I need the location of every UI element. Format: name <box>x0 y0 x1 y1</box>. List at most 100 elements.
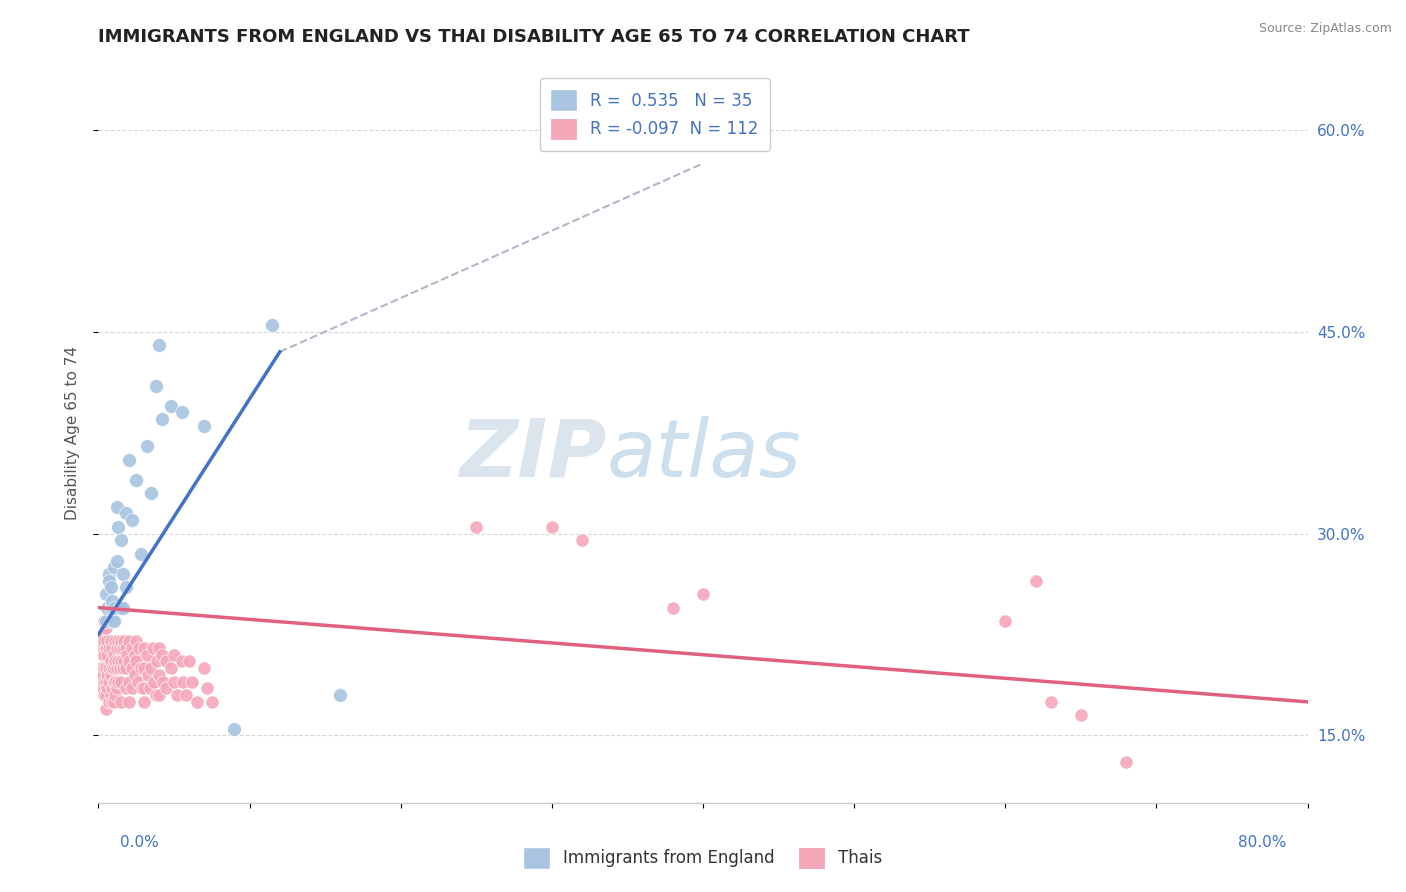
Point <box>101 681 124 696</box>
Point <box>571 533 593 548</box>
Point <box>148 640 170 655</box>
Point <box>540 520 562 534</box>
Text: IMMIGRANTS FROM ENGLAND VS THAI DISABILITY AGE 65 TO 74 CORRELATION CHART: IMMIGRANTS FROM ENGLAND VS THAI DISABILI… <box>98 28 970 45</box>
Point <box>100 600 122 615</box>
Point <box>125 634 148 648</box>
Point <box>163 674 186 689</box>
Point <box>145 378 167 392</box>
Point <box>115 648 138 662</box>
Point <box>125 655 148 669</box>
Point <box>103 695 125 709</box>
Point <box>118 655 141 669</box>
Point <box>174 688 197 702</box>
Point <box>98 695 121 709</box>
Point <box>114 507 136 521</box>
Point <box>91 668 114 682</box>
Text: Source: ZipAtlas.com: Source: ZipAtlas.com <box>1258 22 1392 36</box>
Point <box>166 688 188 702</box>
Point <box>107 634 129 648</box>
Point <box>1024 574 1046 588</box>
Point <box>101 661 124 675</box>
Point <box>172 674 194 689</box>
Point <box>96 600 118 615</box>
Point <box>112 634 135 648</box>
Point <box>142 640 165 655</box>
Point <box>107 674 129 689</box>
Point <box>93 661 115 675</box>
Point <box>107 520 129 534</box>
Point <box>110 655 132 669</box>
Point <box>94 621 117 635</box>
Point <box>118 674 141 689</box>
Point <box>114 581 136 595</box>
Point <box>104 674 127 689</box>
Point <box>121 661 143 675</box>
Point <box>98 640 121 655</box>
Point <box>124 648 146 662</box>
Point <box>108 600 131 615</box>
Point <box>141 486 163 500</box>
Point <box>105 681 128 696</box>
Point <box>104 688 127 702</box>
Point <box>118 452 141 467</box>
Point <box>100 634 122 648</box>
Legend: R =  0.535   N = 35, R = -0.097  N = 112: R = 0.535 N = 35, R = -0.097 N = 112 <box>540 78 769 151</box>
Point <box>91 627 114 641</box>
Point <box>465 520 488 534</box>
Point <box>93 674 115 689</box>
Point <box>93 614 115 628</box>
Point <box>98 661 121 675</box>
Point <box>90 661 112 675</box>
Point <box>110 634 132 648</box>
Point <box>94 640 117 655</box>
Legend: Immigrants from England, Thais: Immigrants from England, Thais <box>517 841 889 875</box>
Point <box>135 648 157 662</box>
Point <box>160 661 183 675</box>
Point <box>103 600 125 615</box>
Point <box>94 587 117 601</box>
Point <box>143 674 166 689</box>
Point <box>100 668 122 682</box>
Point <box>131 681 153 696</box>
Point <box>135 439 157 453</box>
Point <box>132 695 155 709</box>
Point <box>150 648 173 662</box>
Point <box>90 640 112 655</box>
Point <box>170 655 193 669</box>
Point <box>160 399 183 413</box>
Point <box>98 674 121 689</box>
Y-axis label: Disability Age 65 to 74: Disability Age 65 to 74 <box>65 345 80 520</box>
Point <box>114 640 136 655</box>
Point <box>93 648 115 662</box>
Point <box>96 634 118 648</box>
Point <box>132 681 155 696</box>
Point <box>100 688 122 702</box>
Point <box>1039 695 1062 709</box>
Point <box>105 640 128 655</box>
Point <box>96 681 118 696</box>
Text: ZIP: ZIP <box>458 416 606 494</box>
Text: 0.0%: 0.0% <box>120 836 159 850</box>
Point <box>103 648 125 662</box>
Point <box>121 640 143 655</box>
Point <box>101 594 124 608</box>
Point <box>103 661 125 675</box>
Point <box>107 655 129 669</box>
Point <box>105 661 128 675</box>
Point <box>121 513 143 527</box>
Point <box>1115 756 1137 770</box>
Point <box>96 668 118 682</box>
Point <box>179 655 201 669</box>
Point <box>129 661 152 675</box>
Point <box>100 655 122 669</box>
Point <box>103 614 125 628</box>
Point <box>94 614 117 628</box>
Point <box>124 668 146 682</box>
Point <box>125 473 148 487</box>
Point <box>100 581 122 595</box>
Point <box>103 674 125 689</box>
Point <box>101 640 124 655</box>
Point <box>193 661 215 675</box>
Point <box>170 405 193 419</box>
Point <box>90 634 112 648</box>
